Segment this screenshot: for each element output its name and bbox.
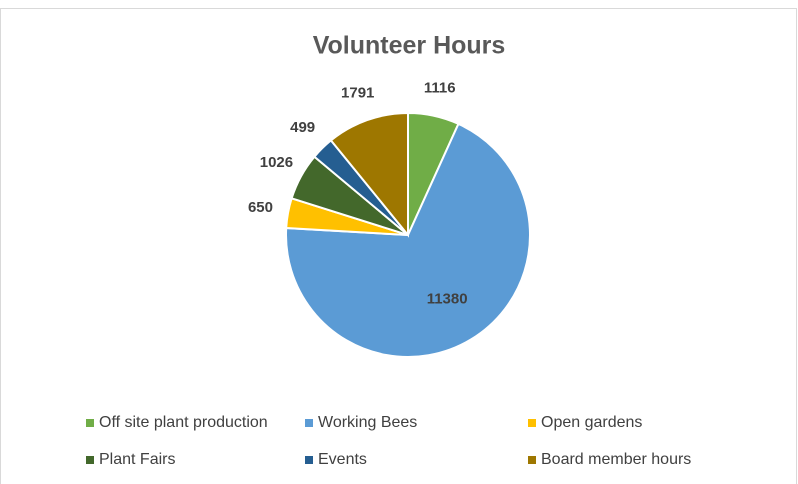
legend-swatch	[305, 419, 313, 427]
data-label: 1116	[424, 79, 456, 96]
legend-label: Open gardens	[541, 414, 642, 431]
legend-label: Plant Fairs	[99, 451, 175, 468]
legend-label: Off site plant production	[99, 414, 268, 431]
legend-swatch	[86, 456, 94, 464]
data-label: 650	[248, 199, 273, 216]
legend-label: Working Bees	[318, 414, 417, 431]
data-label: 1026	[260, 154, 293, 171]
legend-label: Events	[318, 451, 367, 468]
legend-swatch	[528, 419, 536, 427]
pie-slice	[285, 122, 531, 358]
chart-title: Volunteer Hours	[313, 32, 506, 60]
legend-swatch	[305, 456, 313, 464]
data-label: 499	[290, 119, 315, 136]
data-label: 11380	[427, 291, 468, 308]
data-label: 1791	[341, 85, 374, 102]
legend-label: Board member hours	[541, 451, 691, 468]
pie-slice	[329, 111, 409, 238]
legend-swatch	[86, 419, 94, 427]
legend-swatch	[528, 456, 536, 464]
